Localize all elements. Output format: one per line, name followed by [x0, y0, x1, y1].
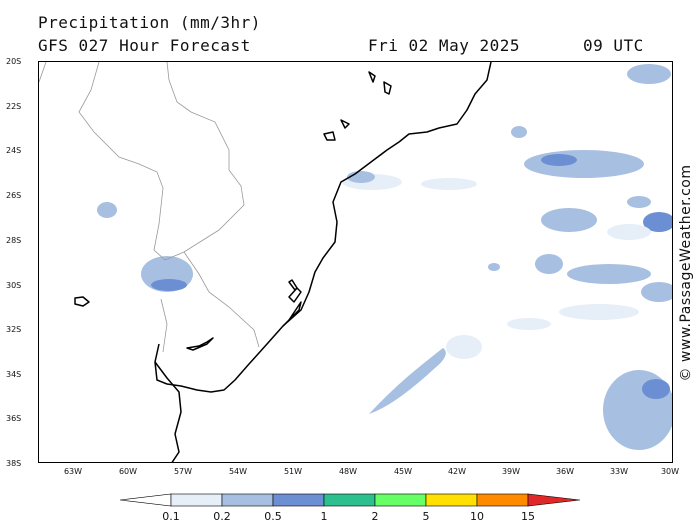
precip-area	[559, 304, 639, 320]
watermark: © www.PassageWeather.com	[678, 148, 694, 398]
lon-label: 45W	[393, 467, 413, 476]
legend-swatch	[374, 493, 427, 507]
forecast-time: 09 UTC	[583, 36, 644, 55]
legend-label: 10	[470, 510, 484, 523]
legend-label: 0.1	[162, 510, 180, 523]
lon-label: 33W	[609, 467, 629, 476]
lat-label: 30S	[6, 281, 22, 290]
lon-label: 63W	[63, 467, 83, 476]
lat-label: 38S	[6, 459, 22, 468]
precip-area	[151, 279, 187, 291]
legend-swatch	[221, 493, 274, 507]
precip-area	[541, 208, 597, 232]
lon-label: 60W	[118, 467, 138, 476]
lon-label: 57W	[173, 467, 193, 476]
precip-band	[369, 348, 446, 414]
precipitation-areas	[97, 64, 672, 450]
legend-label: 0.5	[264, 510, 282, 523]
lat-label: 36S	[6, 414, 22, 423]
map-canvas	[39, 62, 672, 462]
lat-label: 20S	[6, 57, 22, 66]
lon-label: 42W	[447, 467, 467, 476]
lat-label: 34S	[6, 370, 22, 379]
legend-label: 5	[422, 510, 430, 523]
precip-area	[488, 263, 500, 271]
precip-area	[567, 264, 651, 284]
lat-label: 22S	[6, 102, 22, 111]
precip-area	[511, 126, 527, 138]
lon-label: 54W	[228, 467, 248, 476]
legend-label: 2	[371, 510, 379, 523]
legend-label: 0.2	[213, 510, 231, 523]
watermark-text: © www.PassageWeather.com	[678, 164, 694, 382]
legend-swatch	[527, 493, 581, 507]
lat-label: 28S	[6, 236, 22, 245]
precip-area	[607, 224, 651, 240]
precip-area	[535, 254, 563, 274]
legend-colorbar	[119, 493, 581, 507]
precipitation-map	[38, 61, 673, 463]
precip-area	[627, 196, 651, 208]
lat-label: 26S	[6, 191, 22, 200]
country-borders	[39, 62, 260, 353]
precip-area	[524, 150, 644, 178]
legend-label: 1	[320, 510, 328, 523]
lon-label: 39W	[501, 467, 521, 476]
precip-area	[97, 202, 117, 218]
coastline	[74, 62, 492, 462]
precip-area	[642, 379, 670, 399]
legend-label: 15	[521, 510, 535, 523]
lon-label: 48W	[338, 467, 358, 476]
precip-area	[541, 154, 577, 166]
forecast-subtitle: GFS 027 Hour Forecast	[38, 36, 251, 55]
lat-label: 24S	[6, 146, 22, 155]
lon-label: 51W	[283, 467, 303, 476]
precip-area	[507, 318, 551, 330]
legend-swatch	[170, 493, 223, 507]
precip-area	[641, 282, 672, 302]
legend-swatch	[119, 493, 172, 507]
legend-swatch	[272, 493, 325, 507]
chart-title: Precipitation (mm/3hr)	[38, 13, 261, 32]
lat-label: 32S	[6, 325, 22, 334]
precip-area	[627, 64, 671, 84]
legend-swatch	[425, 493, 478, 507]
legend-swatch	[476, 493, 529, 507]
precip-area	[643, 212, 672, 232]
lon-label: 36W	[555, 467, 575, 476]
forecast-date: Fri 02 May 2025	[368, 36, 520, 55]
precip-area	[446, 335, 482, 359]
precip-area	[421, 178, 477, 190]
legend-swatch	[323, 493, 376, 507]
lon-label: 30W	[660, 467, 680, 476]
